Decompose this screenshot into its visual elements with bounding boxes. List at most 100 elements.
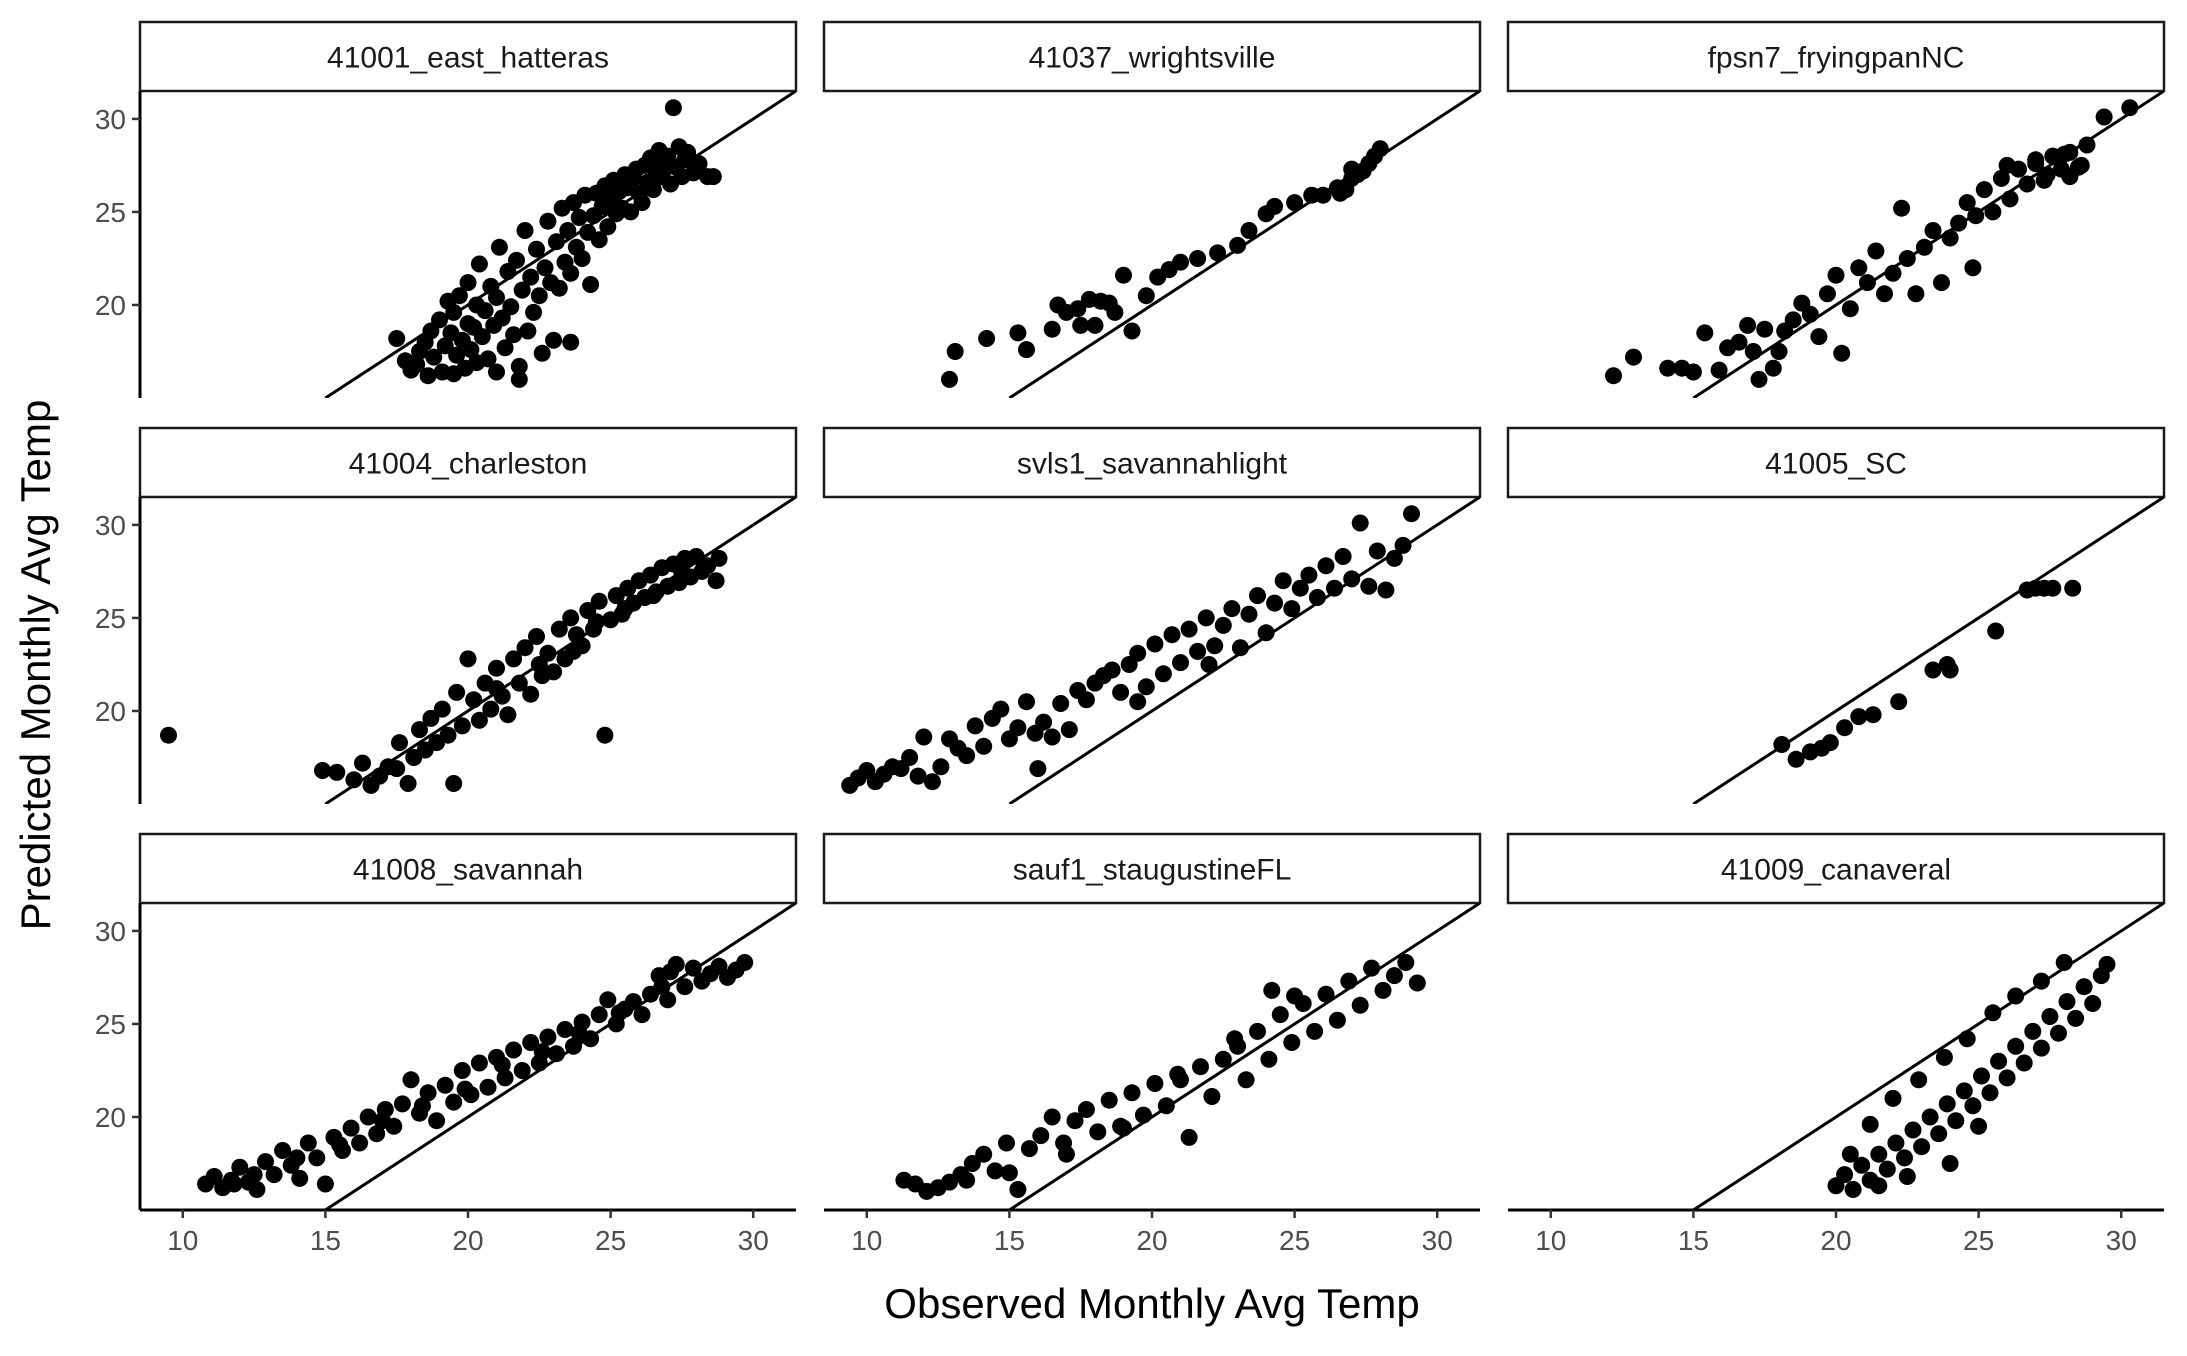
facets-layer: 41001_east_hatteras 20 25 30 41037_wrightsvi… bbox=[95, 20, 2166, 1256]
data-point bbox=[1368, 542, 1386, 560]
data-point bbox=[963, 1155, 981, 1172]
data-point bbox=[1730, 333, 1748, 351]
data-point bbox=[510, 674, 528, 692]
x-tick-label: 25 bbox=[1279, 1225, 1310, 1256]
data-point bbox=[510, 357, 528, 375]
facet-label: fpsn7_fryingpanNC bbox=[1708, 42, 1965, 75]
data-point bbox=[1089, 1123, 1107, 1141]
y-tick-label: 25 bbox=[95, 197, 126, 228]
data-point bbox=[992, 700, 1010, 718]
data-point bbox=[958, 1171, 976, 1189]
x-tick-label: 20 bbox=[1820, 1225, 1851, 1256]
data-point bbox=[459, 650, 477, 668]
data-point bbox=[966, 717, 984, 735]
data-point bbox=[274, 1142, 292, 1159]
data-point bbox=[1351, 996, 1369, 1014]
data-point bbox=[513, 281, 531, 299]
data-point bbox=[1072, 316, 1090, 334]
data-point bbox=[2038, 166, 2056, 184]
data-point bbox=[1343, 570, 1361, 588]
data-point bbox=[1750, 370, 1768, 388]
data-point bbox=[2007, 1037, 2025, 1055]
data-point bbox=[616, 600, 634, 618]
data-point bbox=[545, 663, 563, 681]
data-point bbox=[1123, 1084, 1141, 1102]
y-tick-label: 25 bbox=[95, 1009, 126, 1040]
data-point bbox=[359, 1108, 377, 1126]
data-point bbox=[1066, 1112, 1084, 1130]
data-point bbox=[1992, 169, 2010, 187]
data-point bbox=[1941, 229, 1959, 247]
data-point bbox=[490, 238, 508, 256]
data-point bbox=[1890, 693, 1908, 711]
data-point bbox=[505, 1041, 523, 1059]
facet-label: 41004_charleston bbox=[349, 448, 588, 481]
data-point bbox=[1086, 316, 1104, 334]
data-point bbox=[909, 767, 927, 785]
data-point bbox=[1237, 1071, 1255, 1089]
data-point bbox=[687, 548, 705, 565]
data-point bbox=[1975, 181, 1993, 199]
data-point bbox=[599, 991, 617, 1009]
y-axis-title: Predicted Monthly Avg Temp bbox=[12, 400, 59, 931]
data-point bbox=[470, 1054, 488, 1072]
data-point bbox=[1913, 1138, 1931, 1156]
data-point bbox=[736, 954, 754, 971]
data-point bbox=[2015, 1054, 2033, 1072]
data-point bbox=[1032, 1127, 1050, 1145]
data-point bbox=[391, 734, 408, 752]
data-point bbox=[707, 572, 725, 590]
y-tick-label: 25 bbox=[95, 603, 126, 634]
data-point bbox=[1077, 1101, 1095, 1118]
data-point bbox=[1385, 967, 1403, 985]
data-point bbox=[1810, 328, 1828, 346]
data-point bbox=[1172, 654, 1189, 672]
data-point bbox=[1043, 320, 1061, 338]
data-point bbox=[1283, 1034, 1301, 1051]
data-point bbox=[1271, 1006, 1289, 1024]
facet-strip bbox=[138, 832, 798, 905]
data-point bbox=[1915, 238, 1933, 256]
data-point bbox=[653, 978, 671, 996]
data-points bbox=[1605, 99, 2139, 388]
facet-strip bbox=[1506, 20, 2166, 93]
data-point bbox=[1029, 760, 1047, 778]
data-point bbox=[1360, 577, 1378, 595]
data-point bbox=[1331, 184, 1349, 202]
data-point bbox=[562, 264, 580, 282]
data-point bbox=[1351, 514, 1369, 532]
data-point bbox=[2098, 955, 2116, 973]
data-point bbox=[679, 143, 697, 161]
data-point bbox=[291, 1169, 309, 1187]
facet-label: 41008_savannah bbox=[353, 854, 583, 887]
data-point bbox=[1924, 661, 1942, 679]
data-point bbox=[559, 222, 577, 239]
identity-reference-line bbox=[1692, 497, 2164, 804]
data-point bbox=[539, 212, 557, 230]
data-point bbox=[1864, 706, 1882, 724]
facet-label: 41005_SC bbox=[1765, 448, 1907, 481]
data-point bbox=[433, 700, 451, 718]
data-point bbox=[1000, 1164, 1018, 1182]
data-points bbox=[941, 140, 1389, 388]
data-point bbox=[1137, 678, 1155, 696]
data-point bbox=[1274, 572, 1292, 590]
data-point bbox=[556, 1021, 574, 1038]
data-point bbox=[1876, 285, 1893, 303]
data-point bbox=[488, 680, 505, 698]
data-point bbox=[1106, 303, 1124, 321]
data-point bbox=[1659, 359, 1677, 377]
data-points bbox=[197, 954, 754, 1198]
data-point bbox=[1887, 1134, 1905, 1152]
data-point bbox=[1134, 1106, 1152, 1124]
data-point bbox=[502, 298, 520, 316]
data-point bbox=[946, 343, 964, 360]
data-point bbox=[448, 346, 466, 364]
data-point bbox=[1266, 594, 1284, 612]
data-point bbox=[1955, 1082, 1973, 1100]
data-point bbox=[1263, 981, 1281, 999]
data-point bbox=[2064, 579, 2082, 597]
data-point bbox=[288, 1149, 306, 1167]
data-point bbox=[673, 564, 691, 582]
data-point bbox=[573, 250, 591, 267]
